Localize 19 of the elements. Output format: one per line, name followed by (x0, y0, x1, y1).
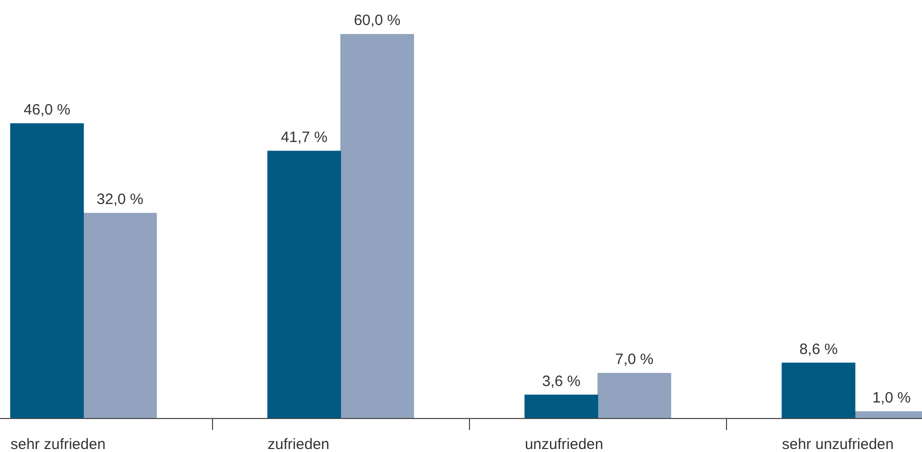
bar (267, 150, 341, 418)
data-label: 8,6 % (799, 340, 838, 358)
x-tick-label: sehr unzufrieden (782, 436, 894, 452)
bar (782, 362, 856, 418)
bar (83, 212, 157, 418)
x-tick-label: zufrieden (268, 436, 330, 452)
data-label: 32,0 % (96, 191, 144, 208)
x-tick-label: sehr zufrieden (10, 436, 106, 452)
data-label: 1,0 % (872, 390, 911, 407)
data-label: 41,7 % (280, 129, 328, 146)
bar (524, 394, 598, 418)
data-label: 3,6 % (542, 372, 581, 390)
data-label: 46,0 % (24, 102, 70, 119)
bar (598, 372, 672, 418)
data-label: 60,0 % (354, 12, 401, 29)
bar (340, 34, 414, 418)
data-label: 7,0 % (615, 351, 654, 368)
bar (10, 123, 84, 418)
x-tick-label: unzufrieden (524, 436, 604, 452)
